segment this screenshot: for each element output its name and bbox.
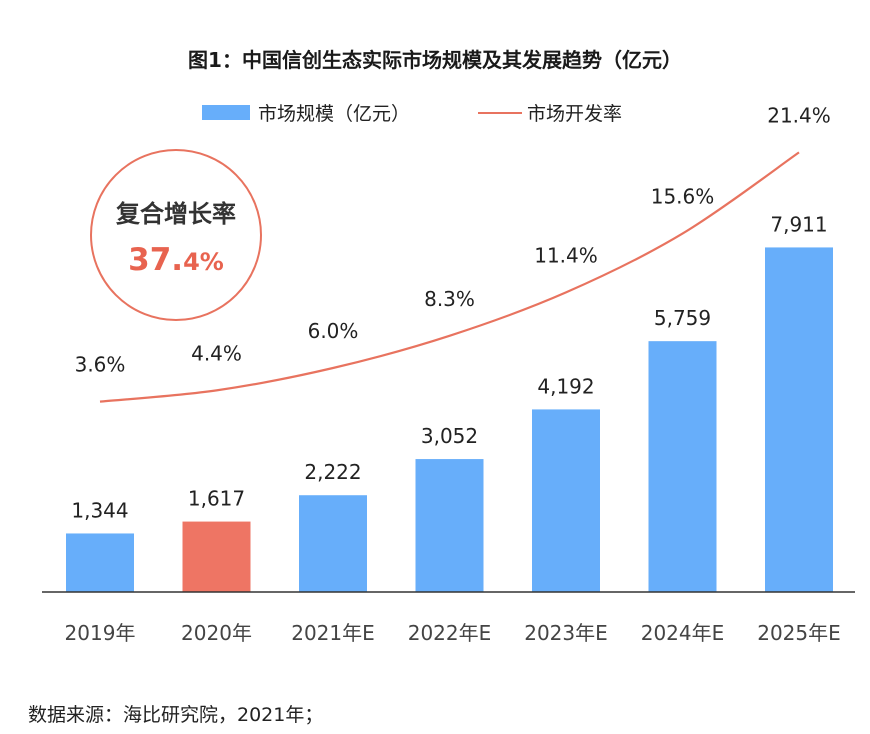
- bar-2023年E: [532, 409, 600, 592]
- rate-line: [99, 151, 800, 403]
- cagr-value: 37.4%: [128, 242, 224, 278]
- x-tick-labels: 2019年 2020年 2021年E 2022年E 2023年E 2024年E 2025年E: [65, 621, 841, 645]
- cagr-label: 复合增长率: [115, 200, 236, 228]
- rate-value-label: 21.4%: [767, 103, 831, 127]
- x-tick-label: 2023年E: [524, 621, 608, 645]
- bar-value-label: 2,222: [304, 460, 361, 484]
- legend: 市场规模（亿元） 市场开发率: [202, 103, 622, 125]
- bar-2025年E: [765, 247, 833, 592]
- legend-bar-swatch: [202, 105, 250, 120]
- bar-2022年E: [415, 459, 484, 592]
- rate-value-label: 15.6%: [651, 185, 715, 209]
- bar-2020年: [182, 521, 251, 592]
- cagr-value-tail: 4%: [183, 248, 224, 276]
- rate-value-labels: 3.6% 4.4% 6.0% 8.3% 11.4% 15.6% 21.4%: [75, 103, 831, 376]
- bar-value-label: 1,344: [71, 498, 128, 522]
- bar-series: [66, 247, 833, 592]
- bar-value-label: 3,052: [421, 424, 478, 448]
- x-tick-label: 2019年: [65, 621, 136, 645]
- cagr-circle: [90, 149, 262, 321]
- source-note: 数据来源：海比研究院，2021年；: [28, 704, 323, 726]
- rate-value-label: 11.4%: [534, 243, 598, 267]
- x-tick-label: 2020年: [181, 621, 252, 645]
- x-tick-label: 2022年E: [408, 621, 492, 645]
- bar-2024年E: [648, 341, 717, 592]
- rate-value-label: 6.0%: [308, 319, 359, 343]
- x-tick-label: 2025年E: [757, 621, 841, 645]
- chart-title: 图1：中国信创生态实际市场规模及其发展趋势（亿元）: [188, 48, 682, 72]
- bar-value-label: 4,192: [537, 374, 594, 398]
- bar-2019年: [66, 533, 134, 592]
- x-tick-label: 2024年E: [641, 621, 725, 645]
- cagr-value-main: 37.: [128, 242, 183, 278]
- cagr-annotation: 复合增长率 37.4%: [90, 149, 262, 321]
- bar-value-labels: 1,344 1,617 2,222 3,052 4,192 5,759 7,911: [71, 212, 827, 522]
- bar-value-label: 7,911: [770, 212, 827, 236]
- bar-2021年E: [299, 495, 367, 592]
- rate-value-label: 8.3%: [424, 287, 475, 311]
- bar-value-label: 5,759: [654, 306, 711, 330]
- rate-value-label: 4.4%: [191, 341, 242, 365]
- legend-bar-label: 市场规模（亿元）: [258, 103, 410, 125]
- legend-line-label: 市场开发率: [527, 103, 622, 125]
- x-tick-label: 2021年E: [291, 621, 375, 645]
- bar-value-label: 1,617: [188, 487, 245, 511]
- rate-value-label: 3.6%: [75, 353, 126, 377]
